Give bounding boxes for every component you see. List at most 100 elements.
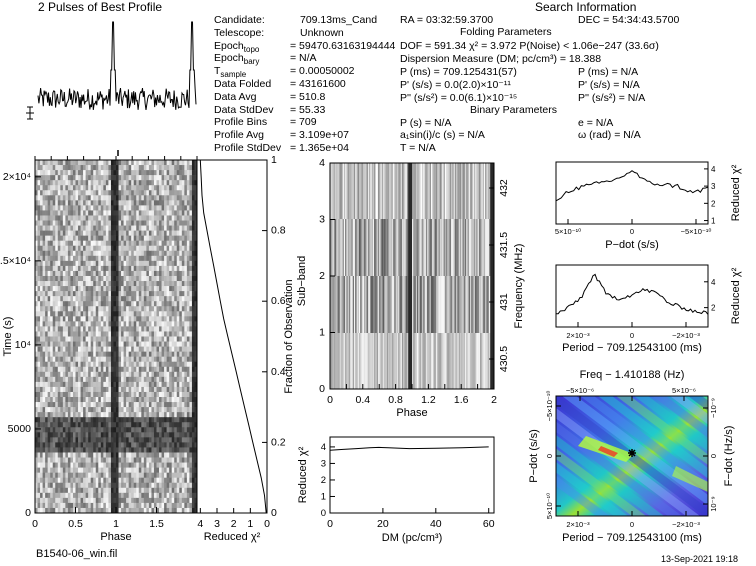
chi2-pdot-line [555,170,709,202]
tick-label: 0 [630,227,634,236]
info-key: Epoch [214,52,244,65]
tick-label: 2 [319,270,325,282]
info-value: 709.13ms_Cand [300,14,378,26]
tick-label: 431.5 [498,232,510,258]
tick-label: 0.2 [271,436,286,448]
tick-label: 0.8 [271,225,286,237]
pd-bary: P' (s/s) = N/A [578,79,640,91]
y-axis-label: Sub−band [296,256,308,306]
info-sub: topo [243,44,260,54]
info-value: = 3.109e+07 [290,129,349,142]
x-axis-label: Phase [100,531,131,543]
chi2-period-line [555,273,709,315]
tick-label: −2×10⁻³ [672,520,700,529]
tick-label: 3 [321,458,326,469]
asini: a₁sin(i)/c (s) = N/A [400,129,485,141]
tick-label: 10⁴ [15,339,31,351]
y-axis-label-right: Frequency (MHz) [513,244,525,329]
tick-label: 0 [630,331,634,340]
subband-heatmap [330,163,495,389]
tick-label: 0 [630,520,634,529]
x-axis-label: DM (pc/cm³) [382,532,443,544]
chi2-time-line [199,159,267,514]
pdd-topo: P'' (s/s²) = 0.0(6.1)×10⁻¹⁵ [400,92,518,104]
dec-readout: DEC = 54:34:43.5700 [578,14,680,26]
dof-line: DOF = 591.34 χ² = 3.972 P(Noise) < 1.06e… [400,40,659,52]
tick-label: 2 [321,475,326,486]
tick-label: 4 [711,165,716,174]
info-key: Profile StdDev [214,142,282,154]
info-value: = 709 [290,116,317,129]
x-axis-label: Phase [396,407,427,419]
tick-label: 0 [25,507,31,519]
tick-label: −5×10⁻¹⁰ [681,227,712,236]
tick-label: 40 [430,518,442,530]
info-key: Candidate: [214,14,265,26]
info-row: Epochtopo = 59470.63163194444 [214,39,395,56]
tick-label: 0 [32,518,38,530]
x-axis-label: Period − 709.12543100 (ms) [562,532,702,544]
tick-label: 3 [214,518,220,530]
tick-label: 2 [231,518,237,530]
folding-title: Folding Parameters [460,26,552,38]
p-bary: P (ms) = N/A [578,66,639,78]
filename: B1540-06_win.fil [36,548,118,560]
time-phase-heatmap [35,160,198,514]
tick-label: 5×10⁻¹⁰ [545,493,554,519]
tperi: T = N/A [400,142,436,154]
profile-title: 2 Pulses of Best Profile [38,0,163,14]
tick-label: 2×10⁴ [3,171,31,183]
profile-line [37,21,197,110]
tick-label: 5000 [8,423,32,435]
x-axis-label: Period − 709.12543100 (ms) [562,342,702,354]
porb: P (s) = N/A [400,117,452,129]
tick-label: 0 [545,454,554,458]
tick-label: 4 [711,278,716,287]
info-value: = 55.33 [290,103,326,116]
binary-title: Binary Parameters [470,104,557,116]
chi2-dm-frame [329,436,495,514]
search-title: Search Information [535,0,637,14]
tick-label: 0 [327,518,333,530]
tick-label: 1 [247,518,253,530]
y-axis-label-right: F−dot (Hz/s) [723,426,735,487]
tick-label: 60 [483,518,495,530]
top-axis-label: Freq − 1.410188 (Hz) [580,369,685,381]
info-sub: bary [243,57,260,67]
info-row: Telescope: Unknown [214,27,344,39]
y-axis-label: P−dot (s/s) [528,429,540,483]
tick-label: 4 [197,518,203,530]
x-axis-label: P−dot (s/s) [605,239,659,251]
tick-label: 10⁻⁹ [709,496,718,512]
tick-label: 0.6 [271,295,286,307]
tick-label: 4 [319,157,325,169]
tick-label: 1.5 [149,518,164,530]
chi2-dm-line [329,446,489,451]
info-key: Epoch [214,39,244,52]
info-row: Profile StdDev = 1.365e+04 [214,142,349,154]
tick-label: 1 [319,327,325,339]
date-stamp: 13-Sep-2021 19:18 [661,554,739,564]
tick-label: −10⁻⁹ [709,398,718,418]
tick-label: 431 [498,293,510,311]
tick-label: 0 [327,394,333,406]
pdot-period-heatmap [556,396,708,516]
info-row: Data Folded = 43161600 [214,78,346,90]
tick-label: 0 [271,507,277,519]
info-sub: sample [220,70,247,80]
y-axis-label: Reduced χ² [730,267,742,324]
tick-label: 2 [491,394,497,406]
tick-label: 1.5×10⁴ [0,255,31,267]
tick-label: 1 [321,491,326,502]
error-bar [26,106,34,120]
tick-label: 0 [319,383,325,395]
tick-label: 2×10⁻³ [566,331,590,340]
tick-label: 3 [319,214,325,226]
info-value: Unknown [300,26,344,39]
tick-label: 0 [709,454,718,458]
tick-label: 432 [498,179,510,197]
tick-label: 0.4 [271,366,286,378]
tick-label: 0 [264,518,270,530]
tick-label: 20 [377,518,389,530]
info-value: = 43161600 [290,78,346,90]
